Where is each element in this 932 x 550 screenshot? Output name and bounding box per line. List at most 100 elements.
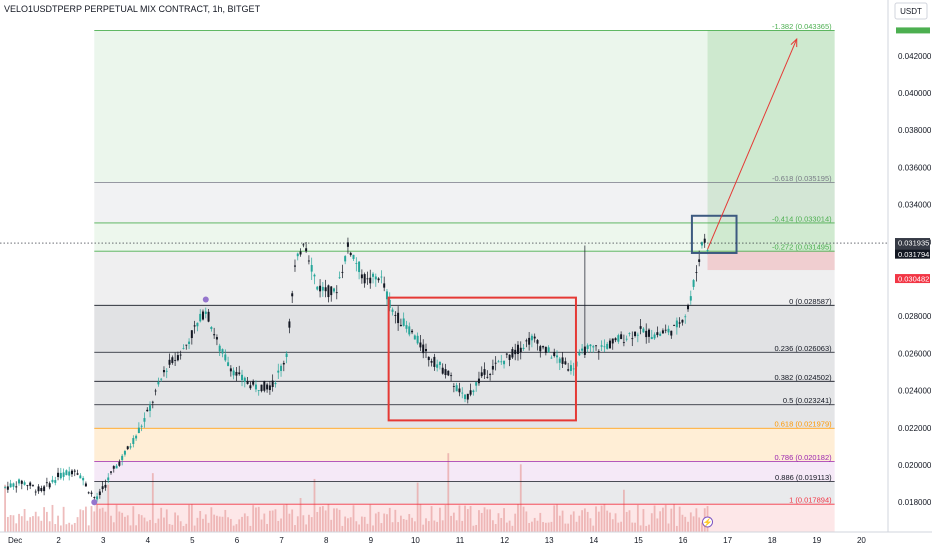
volume-bar	[157, 518, 160, 532]
volume-bar	[436, 521, 439, 532]
candle-body	[79, 475, 82, 479]
candle-body	[162, 370, 165, 373]
candle-body	[625, 338, 628, 340]
time-axis[interactable]: Dec 2 3 4 5 6 7 8 9 10 11 12 13 14 15 16 17 18 19 20	[0, 531, 932, 550]
time-tick: 15	[634, 536, 643, 545]
volume-bar	[583, 508, 586, 532]
volume-bar	[539, 512, 542, 532]
volume-bar	[40, 520, 43, 532]
candle-body	[455, 385, 458, 392]
fib-zone	[94, 352, 835, 382]
candle-body	[358, 261, 361, 273]
candle-body	[569, 365, 572, 371]
candle-body	[274, 382, 277, 385]
candle-body	[73, 470, 76, 472]
volume-bar	[224, 509, 227, 532]
volume-bar	[533, 517, 536, 532]
candle-body	[6, 486, 9, 490]
candle-body	[514, 349, 517, 355]
candle-body	[266, 384, 269, 390]
candle-body	[151, 401, 154, 403]
volume-bar	[525, 511, 528, 532]
candle-body	[335, 292, 338, 294]
volume-bar	[282, 505, 285, 532]
volume-bar	[151, 473, 154, 532]
volume-bar	[363, 516, 366, 532]
currency-button[interactable]: USDT	[894, 2, 928, 20]
volume-bar	[18, 513, 20, 532]
candle-body	[581, 348, 584, 351]
volume-bar	[377, 511, 380, 532]
volume-bar	[642, 509, 645, 532]
fib-label: -0.618 (0.035195)	[772, 174, 832, 183]
volume-bar	[439, 507, 441, 532]
volume-bar	[177, 515, 179, 532]
volume-bar	[466, 509, 469, 532]
time-tick: 13	[545, 536, 554, 545]
volume-bar	[478, 510, 480, 532]
volume-bar	[274, 509, 277, 532]
profit-zone	[707, 30, 835, 252]
volume-bar	[160, 507, 163, 532]
volume-bar	[664, 504, 667, 532]
candle-body	[4, 486, 7, 488]
volume-bar	[216, 515, 218, 532]
volume-bar	[620, 521, 623, 532]
volume-bar	[87, 525, 90, 532]
candle-body	[477, 378, 480, 384]
candle-body	[661, 330, 664, 334]
candle-body	[586, 345, 589, 349]
candle-body	[369, 277, 372, 284]
candle-body	[489, 374, 492, 376]
volume-bar	[595, 506, 597, 532]
volume-bar	[611, 519, 614, 532]
volume-bar	[536, 520, 539, 532]
volume-bar	[132, 506, 135, 532]
candle-body	[121, 455, 124, 461]
fib-label: 1 (0.017894)	[789, 496, 832, 505]
volume-bar	[450, 515, 452, 532]
candle-body	[544, 346, 547, 353]
price-tag-value: 0.031794	[898, 250, 929, 259]
candle-body	[372, 273, 375, 277]
price-axis[interactable]: 0.042000 0.040000 0.038000 0.036000 0.034000…	[887, 0, 932, 550]
volume-bar	[347, 518, 349, 532]
volume-bar	[625, 511, 628, 532]
currency-label[interactable]: USDT	[900, 7, 922, 16]
arrow-head	[790, 37, 798, 48]
volume-bar	[288, 513, 291, 532]
volume-bar	[589, 518, 592, 532]
volume-bar	[227, 517, 229, 532]
candle-body	[296, 253, 299, 257]
candle-body	[277, 370, 280, 373]
candle-body	[516, 344, 519, 354]
candle-body	[511, 349, 514, 358]
volume-bar	[681, 514, 684, 532]
candle-body	[140, 425, 143, 427]
volume-bar	[23, 508, 26, 532]
candle-body	[57, 472, 60, 478]
volume-bar	[204, 514, 207, 532]
volume-bar	[324, 510, 327, 532]
candle-body	[157, 381, 160, 385]
fib-label: -0.414 (0.033014)	[772, 214, 832, 223]
volume-bar	[299, 497, 302, 532]
volume-bar	[458, 505, 461, 532]
volume-bar	[480, 512, 483, 532]
volume-bar	[352, 505, 355, 532]
flash-icon-glyph: ⚡	[703, 517, 713, 527]
fib-zones	[94, 30, 835, 532]
candle-body	[505, 353, 508, 355]
candle-body	[399, 324, 402, 327]
breakout-box	[690, 214, 738, 254]
drawings: ⚡	[0, 37, 888, 528]
candle-body	[698, 259, 701, 262]
volume-bar	[400, 515, 402, 532]
candle-body	[530, 335, 533, 341]
candle-body	[37, 486, 40, 492]
volume-bar	[369, 504, 372, 532]
candle-body	[397, 312, 400, 324]
candle-body	[132, 438, 135, 444]
